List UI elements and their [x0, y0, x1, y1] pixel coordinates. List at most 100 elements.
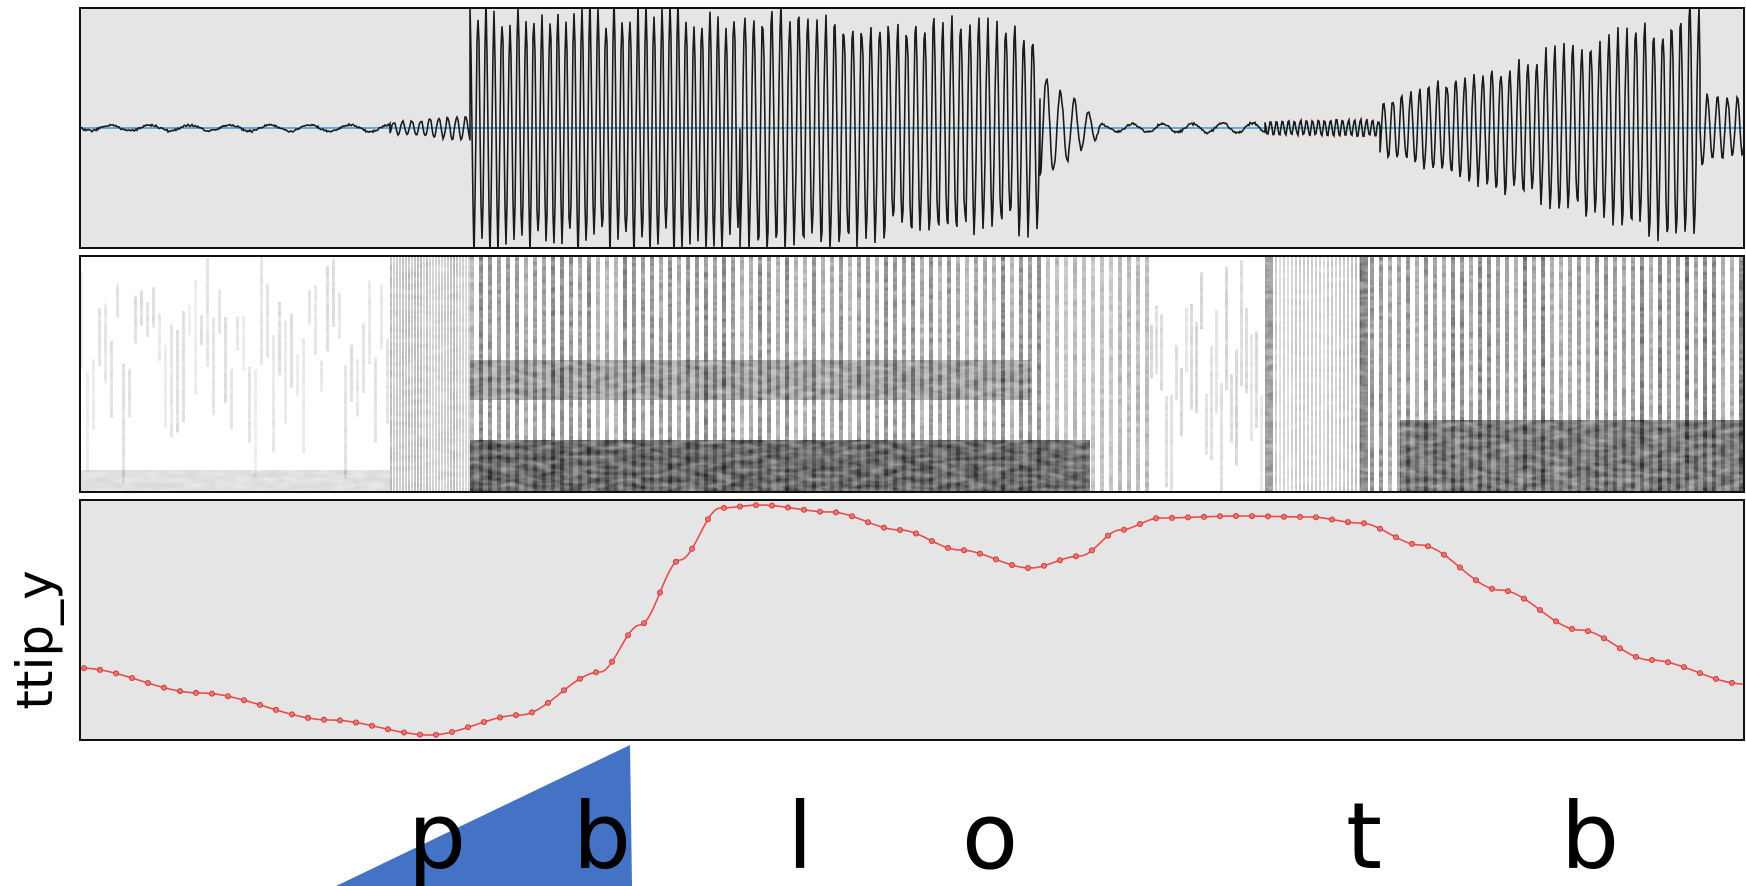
trajectory-point — [881, 524, 888, 531]
trajectory-point — [1329, 516, 1336, 523]
trajectory-point — [673, 558, 680, 565]
trajectory-point — [529, 709, 536, 716]
trajectory-point — [913, 530, 920, 537]
trajectory-point — [1617, 645, 1624, 652]
phone-label-4: o — [962, 783, 1018, 886]
trajectory-point — [1249, 513, 1256, 520]
trajectory-point — [97, 666, 104, 673]
trajectory-point — [496, 714, 503, 721]
trajectory-point — [785, 504, 792, 511]
trajectory-point — [352, 719, 359, 726]
trajectory-point — [609, 658, 616, 665]
phone-label-6: b — [1561, 783, 1619, 886]
trajectory-point — [1473, 577, 1480, 584]
trajectory-point — [208, 690, 215, 697]
trajectory-point — [256, 701, 263, 708]
trajectory-point — [192, 689, 199, 696]
trajectory-point — [464, 724, 471, 731]
trajectory-point — [625, 632, 632, 639]
trajectory-point — [1217, 513, 1224, 520]
trajectory-point — [721, 504, 728, 511]
phone-labels: p b l o t b — [408, 783, 1619, 886]
trajectory-point — [1521, 595, 1528, 602]
trajectory-point — [1185, 514, 1192, 521]
trajectory-point — [1041, 562, 1048, 569]
trajectory-point — [657, 589, 664, 596]
trajectory-point — [1169, 514, 1176, 521]
trajectory-point — [113, 670, 120, 677]
trajectory-point — [801, 506, 808, 513]
trajectory-point — [593, 669, 600, 676]
trajectory-point — [1393, 534, 1400, 541]
trajectory-point — [1553, 618, 1560, 625]
trajectory-point — [1713, 675, 1720, 682]
trajectory-point — [689, 545, 696, 552]
trajectory-point — [1105, 532, 1112, 539]
trajectory-point — [1569, 625, 1576, 632]
trajectory-point — [1505, 588, 1512, 595]
trajectory-point — [272, 706, 279, 713]
trajectory-point — [1361, 520, 1368, 527]
trajectory-point — [304, 714, 311, 721]
trajectory-point — [1489, 585, 1496, 592]
trajectory-point — [368, 722, 375, 729]
trajectory-point — [1121, 526, 1128, 533]
trajectory-point — [929, 538, 936, 545]
trajectory-point — [753, 502, 760, 509]
trajectory-point — [1729, 679, 1736, 686]
phone-label-1: p — [408, 783, 466, 886]
trajectory-point — [577, 675, 584, 682]
trajectory-point — [561, 687, 568, 694]
trajectory-point — [1425, 543, 1432, 550]
trajectory-point — [513, 712, 520, 719]
trajectory-point — [1681, 664, 1688, 671]
trajectory-point — [400, 729, 407, 736]
trajectory-point — [1697, 670, 1704, 677]
trajectory-point — [1025, 565, 1032, 572]
phone-label-3: l — [787, 783, 813, 886]
trajectory-point — [865, 519, 872, 526]
trajectory-point — [1585, 628, 1592, 635]
trajectory-point — [240, 697, 247, 704]
ttip-y-label: ttip_y — [6, 570, 64, 709]
trajectory-point — [769, 502, 776, 509]
trajectory-point — [128, 675, 135, 682]
trajectory-point — [144, 680, 151, 687]
trajectory-point — [160, 684, 167, 691]
trajectory-point — [1281, 513, 1288, 520]
trajectory-point — [1457, 564, 1464, 571]
trajectory-point — [1313, 514, 1320, 521]
trajectory-point — [545, 699, 552, 706]
trajectory-point — [1297, 513, 1304, 520]
wedge-shape — [336, 745, 632, 886]
trajectory-point — [993, 556, 1000, 563]
trajectory-point — [176, 688, 183, 695]
trajectory-point — [81, 665, 88, 672]
trajectory-point — [961, 547, 968, 554]
trajectory-panel — [79, 499, 1745, 741]
trajectory-point — [1441, 551, 1448, 558]
trajectory-point — [833, 509, 840, 516]
trajectory-point — [817, 508, 824, 515]
trajectory-point — [448, 729, 455, 736]
trajectory-point — [1665, 659, 1672, 666]
trajectory-point — [1153, 515, 1160, 522]
trajectory-point — [1089, 547, 1096, 554]
trajectory-point — [945, 544, 952, 551]
trajectory-point — [1137, 521, 1144, 528]
trajectory-point — [977, 550, 984, 557]
trajectory-point — [1073, 553, 1080, 560]
waveform-trace — [80, 8, 1744, 248]
trajectory-point — [1409, 540, 1416, 547]
trajectory-point — [1201, 513, 1208, 520]
trajectory-point — [1345, 519, 1352, 526]
trajectory-point — [897, 527, 904, 534]
phone-label-5: t — [1346, 783, 1382, 886]
trajectory-point — [1265, 513, 1272, 520]
trajectory-point — [1009, 562, 1016, 569]
trajectory-point — [849, 513, 856, 520]
trajectory-point — [384, 726, 391, 733]
trajectory-point — [288, 711, 295, 718]
trajectory-point — [1601, 635, 1608, 642]
